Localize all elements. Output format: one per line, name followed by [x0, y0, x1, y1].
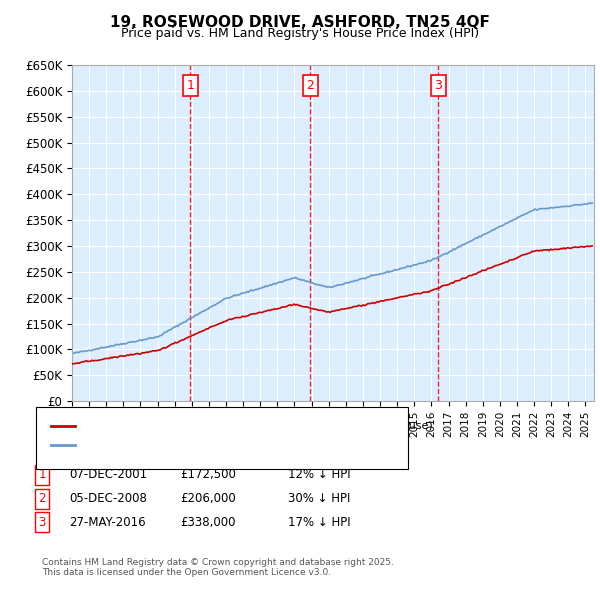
Text: 3: 3: [38, 516, 46, 529]
Text: 05-DEC-2008: 05-DEC-2008: [69, 492, 147, 505]
Text: Price paid vs. HM Land Registry's House Price Index (HPI): Price paid vs. HM Land Registry's House …: [121, 27, 479, 40]
Text: 17% ↓ HPI: 17% ↓ HPI: [288, 516, 350, 529]
Text: 30% ↓ HPI: 30% ↓ HPI: [288, 492, 350, 505]
Text: £338,000: £338,000: [180, 516, 235, 529]
Text: 3: 3: [434, 79, 442, 92]
Text: £172,500: £172,500: [180, 468, 236, 481]
Text: 1: 1: [38, 468, 46, 481]
Text: 19, ROSEWOOD DRIVE, ASHFORD, TN25 4QF: 19, ROSEWOOD DRIVE, ASHFORD, TN25 4QF: [110, 15, 490, 30]
Text: 19, ROSEWOOD DRIVE, ASHFORD, TN25 4QF (detached house): 19, ROSEWOOD DRIVE, ASHFORD, TN25 4QF (d…: [81, 421, 433, 431]
Text: 07-DEC-2001: 07-DEC-2001: [69, 468, 147, 481]
Text: 1: 1: [187, 79, 194, 92]
Text: 12% ↓ HPI: 12% ↓ HPI: [288, 468, 350, 481]
Text: HPI: Average price, detached house, Ashford: HPI: Average price, detached house, Ashf…: [81, 441, 330, 450]
Text: Contains HM Land Registry data © Crown copyright and database right 2025.
This d: Contains HM Land Registry data © Crown c…: [42, 558, 394, 577]
Text: 2: 2: [306, 79, 314, 92]
Text: £206,000: £206,000: [180, 492, 236, 505]
Text: 27-MAY-2016: 27-MAY-2016: [69, 516, 146, 529]
Text: 2: 2: [38, 492, 46, 505]
